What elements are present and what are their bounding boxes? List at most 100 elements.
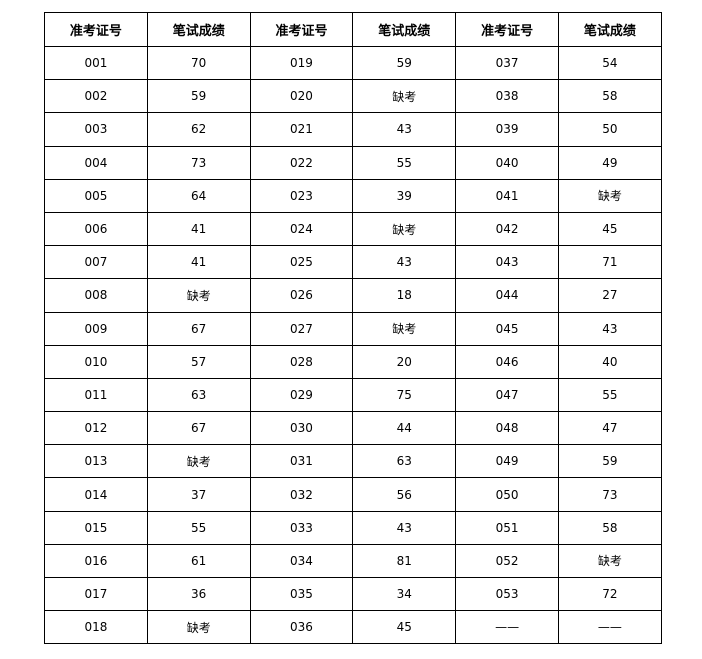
exam-id-cell: 023 (249, 178, 354, 213)
table-row: 017 36 035 34 053 72 (44, 576, 662, 612)
score-cell: 37 (146, 477, 251, 512)
exam-id-cell: 022 (249, 145, 354, 180)
table-row: 015 55 033 43 051 58 (44, 510, 662, 545)
exam-id-cell: 036 (249, 610, 354, 645)
table-row: 002 59 020 缺考 038 58 (44, 79, 662, 114)
exam-id-cell: 031 (249, 444, 354, 479)
table-row: 014 37 032 56 050 73 (44, 477, 662, 512)
exam-id-cell: 001 (44, 45, 148, 81)
score-cell: 47 (557, 411, 662, 446)
header-row: 准考证号 笔试成绩 准考证号 笔试成绩 准考证号 笔试成绩 (44, 12, 662, 47)
header-exam-id: 准考证号 (455, 12, 559, 47)
score-cell: 67 (146, 311, 251, 346)
score-cell: 75 (352, 377, 457, 413)
table-row: 018 缺考 036 45 —— —— (44, 610, 662, 645)
score-cell: 34 (352, 576, 457, 612)
score-cell: 59 (557, 444, 662, 479)
score-cell: 55 (146, 510, 251, 545)
score-cell: 36 (146, 576, 251, 612)
exam-id-cell: 002 (44, 79, 148, 114)
exam-id-cell: 041 (455, 178, 559, 213)
score-cell: 缺考 (352, 79, 457, 114)
score-cell: 27 (557, 278, 662, 313)
exam-id-cell: 029 (249, 377, 354, 413)
header-written-score: 笔试成绩 (352, 12, 457, 47)
score-table: 准考证号 笔试成绩 准考证号 笔试成绩 准考证号 笔试成绩 001 70 019 59 037 54… (44, 12, 662, 645)
exam-id-cell: 009 (44, 311, 148, 346)
score-cell: 40 (557, 344, 662, 379)
exam-id-cell: 044 (455, 278, 559, 313)
score-cell: 缺考 (557, 178, 662, 213)
exam-id-cell: 032 (249, 477, 354, 512)
exam-id-cell: 016 (44, 543, 148, 579)
exam-id-cell: 028 (249, 344, 354, 379)
score-cell: 缺考 (146, 278, 251, 313)
header-written-score: 笔试成绩 (146, 12, 251, 47)
header-exam-id: 准考证号 (249, 12, 354, 47)
exam-id-cell: 003 (44, 112, 148, 147)
exam-id-cell: 013 (44, 444, 148, 479)
score-cell: 58 (557, 79, 662, 114)
score-cell: 57 (146, 344, 251, 379)
exam-id-cell: 020 (249, 79, 354, 114)
score-cell: 72 (557, 576, 662, 612)
score-cell: 54 (557, 45, 662, 81)
exam-id-cell: 051 (455, 510, 559, 545)
header-written-score: 笔试成绩 (557, 12, 662, 47)
exam-id-cell: 004 (44, 145, 148, 180)
table-row: 008 缺考 026 18 044 27 (44, 278, 662, 313)
exam-id-cell: 012 (44, 411, 148, 446)
exam-id-cell: 038 (455, 79, 559, 114)
score-cell: 44 (352, 411, 457, 446)
score-cell: 缺考 (352, 211, 457, 247)
exam-id-cell: 040 (455, 145, 559, 180)
score-cell: 73 (146, 145, 251, 180)
exam-id-cell: 026 (249, 278, 354, 313)
score-cell: 45 (557, 211, 662, 247)
score-cell: 56 (352, 477, 457, 512)
exam-id-cell: 008 (44, 278, 148, 313)
table-row: 001 70 019 59 037 54 (44, 45, 662, 81)
exam-id-cell: 047 (455, 377, 559, 413)
score-cell: 71 (557, 245, 662, 280)
exam-id-cell: 010 (44, 344, 148, 379)
score-cell: 62 (146, 112, 251, 147)
score-cell: 59 (352, 45, 457, 81)
exam-id-cell: 035 (249, 576, 354, 612)
exam-id-cell: 005 (44, 178, 148, 213)
score-cell: 73 (557, 477, 662, 512)
score-cell: 67 (146, 411, 251, 446)
exam-id-cell: 015 (44, 510, 148, 545)
exam-id-cell: 048 (455, 411, 559, 446)
exam-id-cell: 052 (455, 543, 559, 579)
score-cell: 18 (352, 278, 457, 313)
score-cell: 20 (352, 344, 457, 379)
exam-id-cell: 043 (455, 245, 559, 280)
exam-id-cell: 021 (249, 112, 354, 147)
exam-id-cell: 019 (249, 45, 354, 81)
exam-id-cell: 033 (249, 510, 354, 545)
score-cell: 63 (146, 377, 251, 413)
table-row: 003 62 021 43 039 50 (44, 112, 662, 147)
exam-id-cell: 046 (455, 344, 559, 379)
score-cell: 50 (557, 112, 662, 147)
exam-id-cell: 030 (249, 411, 354, 446)
exam-id-cell: 014 (44, 477, 148, 512)
exam-id-cell: 053 (455, 576, 559, 612)
score-cell: 59 (146, 79, 251, 114)
score-cell: 43 (352, 510, 457, 545)
table-row: 010 57 028 20 046 40 (44, 344, 662, 379)
exam-id-cell: 037 (455, 45, 559, 81)
table-row: 007 41 025 43 043 71 (44, 245, 662, 280)
score-cell: 64 (146, 178, 251, 213)
exam-id-cell: 042 (455, 211, 559, 247)
exam-id-cell: 025 (249, 245, 354, 280)
score-cell: 缺考 (146, 610, 251, 645)
score-cell: 缺考 (352, 311, 457, 346)
exam-id-cell: 024 (249, 211, 354, 247)
exam-id-cell: 045 (455, 311, 559, 346)
score-cell: 55 (557, 377, 662, 413)
table-row: 012 67 030 44 048 47 (44, 411, 662, 446)
exam-id-cell: 050 (455, 477, 559, 512)
exam-id-cell: 034 (249, 543, 354, 579)
